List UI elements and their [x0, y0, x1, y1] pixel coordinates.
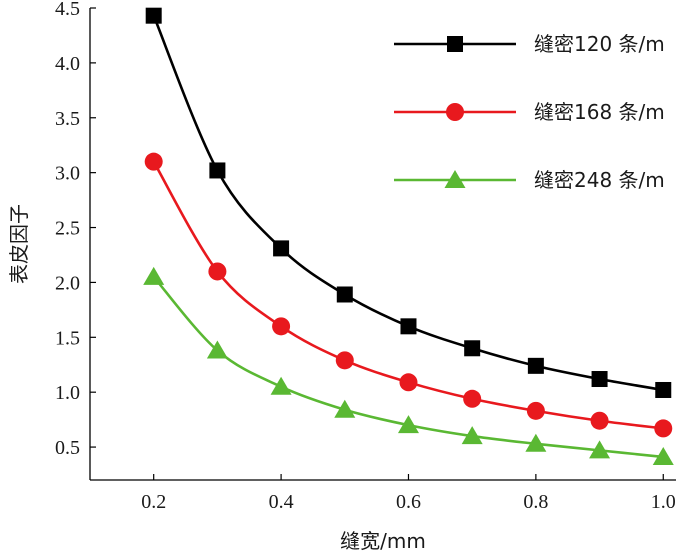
series-triangle: [143, 266, 674, 465]
data-point-triangle: [589, 440, 611, 459]
x-tick-label: 0.6: [396, 491, 421, 513]
series-layer: [143, 7, 674, 465]
legend-label: 缝密120 条/m: [534, 32, 665, 56]
legend-item: 缝密248 条/m: [394, 168, 665, 192]
legend-marker-circle: [446, 103, 464, 121]
legend-marker-triangle: [444, 170, 466, 188]
legend-label: 缝密168 条/m: [534, 100, 665, 124]
data-point-circle: [399, 373, 418, 392]
y-tick-label: 4.0: [55, 53, 80, 75]
x-tick-label: 0.4: [269, 491, 294, 513]
legend-marker-square: [447, 36, 463, 52]
data-point-triangle: [461, 426, 483, 445]
data-point-square: [527, 357, 544, 374]
x-axis-title: 缝宽/mm: [340, 529, 426, 553]
data-point-triangle: [143, 266, 165, 285]
data-point-circle: [144, 152, 163, 171]
x-tick-label: 0.8: [523, 491, 548, 513]
data-point-triangle: [270, 376, 292, 395]
data-point-circle: [272, 317, 291, 336]
data-point-square: [655, 381, 672, 398]
series-square: [145, 7, 672, 398]
legend: 缝密120 条/m 缝密168 条/m 缝密248 条/m: [394, 32, 665, 192]
y-tick-label: 1.0: [55, 382, 80, 404]
data-point-triangle: [206, 340, 228, 359]
data-point-circle: [526, 401, 545, 420]
data-point-square: [145, 7, 162, 24]
data-point-circle: [463, 389, 482, 408]
legend-item: 缝密120 条/m: [394, 32, 665, 56]
data-point-triangle: [397, 415, 419, 434]
data-point-square: [464, 340, 481, 357]
data-point-triangle: [334, 399, 356, 418]
data-point-square: [209, 162, 226, 179]
data-point-circle: [208, 262, 227, 281]
y-tick-label: 0.5: [55, 437, 80, 459]
data-point-circle: [335, 351, 354, 370]
y-tick-label: 4.5: [55, 0, 80, 20]
y-tick-label: 3.0: [55, 163, 80, 185]
y-tick-label: 3.5: [55, 108, 80, 130]
x-tick-label: 1.0: [651, 491, 676, 513]
data-point-triangle: [652, 446, 674, 465]
x-tick-label: 0.2: [141, 491, 166, 513]
legend-label: 缝密248 条/m: [534, 168, 665, 192]
series-circle: [144, 152, 673, 438]
data-point-square: [273, 240, 290, 257]
y-tick-label: 2.0: [55, 272, 80, 294]
data-point-square: [591, 371, 608, 388]
data-point-square: [400, 318, 417, 335]
legend-item: 缝密168 条/m: [394, 100, 665, 124]
data-point-circle: [654, 419, 673, 438]
data-point-circle: [590, 411, 609, 430]
y-tick-label: 1.5: [55, 327, 80, 349]
data-point-triangle: [525, 433, 547, 452]
y-tick-label: 2.5: [55, 218, 80, 240]
data-point-square: [336, 286, 353, 303]
y-axis-title: 表皮因子: [7, 204, 31, 284]
axes: 0.5 1.0 1.5 2.0 2.5 3.0 3.5 4.0 4.5 0.2 0.4 0.6 0.8 1…: [7, 0, 676, 553]
